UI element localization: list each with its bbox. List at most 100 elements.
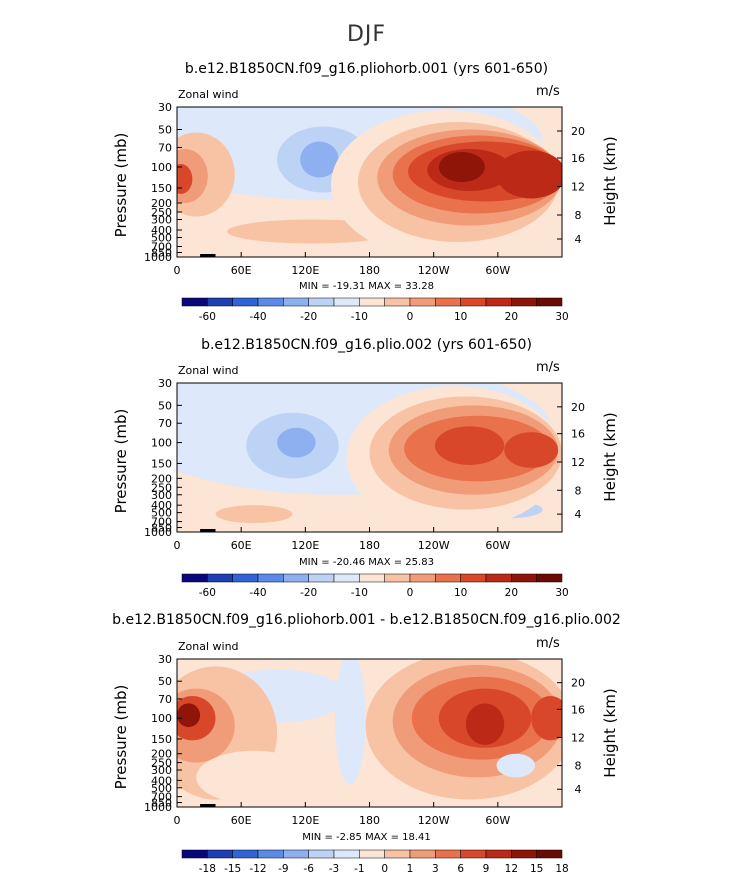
colorbar-swatch — [232, 573, 259, 583]
contour-region — [300, 141, 339, 178]
y2-tick-label: 12 — [571, 181, 585, 194]
colorbar-label: 30 — [555, 587, 568, 599]
colorbar-swatch — [207, 297, 233, 307]
panel-1-colorbar: -60 -40 -20 -10 0 10 20 30 — [181, 297, 569, 323]
y-tick-label: 200 — [151, 472, 172, 485]
terrain-mask — [200, 254, 216, 257]
colorbar-swatch — [435, 573, 461, 583]
x-tick-label: 180 — [359, 539, 380, 552]
colorbar-swatch — [232, 297, 259, 307]
y-tick-label: 200 — [151, 197, 172, 210]
x-tick-label: 60W — [485, 539, 510, 552]
contour-region — [196, 750, 312, 805]
colorbar-label: 18 — [555, 863, 568, 875]
colorbar-label: -1 — [354, 863, 364, 875]
x-tick-label: 120E — [291, 264, 319, 277]
colorbar-swatch — [384, 297, 411, 307]
y2-tick-label: 8 — [575, 209, 582, 222]
y-tick-label: 700 — [151, 791, 172, 804]
y2-tick-label: 4 — [575, 508, 582, 521]
panel-2-stats: MIN = -20.46 MAX = 25.83 — [299, 557, 434, 568]
panel-1-title: b.e12.B1850CN.f09_g16.pliohorb.001 (yrs … — [184, 61, 549, 77]
panel-3-stats: MIN = -2.85 MAX = 18.41 — [302, 832, 431, 843]
y-tick-label: 250 — [151, 757, 172, 770]
y2-tick-label: 16 — [571, 152, 585, 165]
panel-2-field — [177, 383, 562, 532]
terrain-mask — [200, 804, 216, 807]
x-tick-label: 0 — [174, 814, 181, 827]
x-tick-label: 180 — [359, 264, 380, 277]
panel-1-left-label: Zonal wind — [178, 88, 239, 101]
y-tick-label: 850 — [151, 247, 172, 260]
colorbar-swatch — [485, 573, 512, 583]
colorbar-swatch — [207, 573, 233, 583]
y2-tick-label: 4 — [575, 783, 582, 796]
colorbar-swatch — [460, 297, 487, 307]
colorbar-swatch — [435, 297, 461, 307]
colorbar-swatch — [283, 297, 309, 307]
y-tick-label: 300 — [151, 489, 172, 502]
y-tick-label: 50 — [158, 399, 172, 412]
y-tick-label: 400 — [151, 774, 172, 787]
colorbar-label: -40 — [249, 311, 266, 323]
colorbar-label: 0 — [407, 587, 414, 599]
y-tick-label: 30 — [158, 653, 172, 666]
colorbar-swatch — [485, 849, 512, 859]
y-tick-label: 1000 — [144, 251, 172, 264]
panel-2-units: m/s — [536, 360, 560, 375]
colorbar-swatch — [485, 297, 512, 307]
colorbar-label: -20 — [300, 587, 317, 599]
colorbar-swatch — [409, 297, 436, 307]
x-tick-label: 120W — [418, 264, 450, 277]
terrain-mask — [200, 529, 216, 532]
panel-3-left-label: Zonal wind — [178, 640, 239, 653]
x-tick-label: 60W — [485, 264, 510, 277]
y-tick-label: 500 — [151, 232, 172, 245]
panel-1-units: m/s — [536, 84, 560, 99]
y-tick-label: 200 — [151, 748, 172, 761]
y-tick-label: 1000 — [144, 526, 172, 539]
y-tick-label: 100 — [151, 161, 172, 174]
colorbar-label: -20 — [300, 311, 317, 323]
x-tick-label: 120W — [418, 814, 450, 827]
y-tick-label: 300 — [151, 764, 172, 777]
x-tick-label: 120W — [418, 539, 450, 552]
colorbar-label: -15 — [224, 863, 241, 875]
colorbar-swatch — [536, 297, 563, 307]
contour-region — [177, 703, 201, 728]
y-tick-label: 70 — [158, 417, 172, 430]
panel-1-field — [177, 107, 562, 257]
colorbar-label: -6 — [303, 863, 314, 875]
colorbar-swatch — [181, 849, 208, 859]
colorbar-swatch — [283, 573, 309, 583]
y-tick-label: 300 — [151, 214, 172, 227]
y-tick-label: 700 — [151, 516, 172, 529]
y-tick-label: 850 — [151, 797, 172, 810]
colorbar-label: 0 — [381, 863, 388, 875]
figure-title: DJF — [346, 22, 387, 47]
panel-3-title: b.e12.B1850CN.f09_g16.pliohorb.001 - b.e… — [112, 612, 621, 628]
colorbar-label: -10 — [351, 311, 368, 323]
colorbar-label: -60 — [199, 311, 216, 323]
y2-tick-label: 12 — [571, 731, 585, 744]
colorbar-label: -60 — [199, 587, 216, 599]
y-tick-label: 70 — [158, 142, 172, 155]
colorbar-swatch — [511, 297, 537, 307]
y-tick-label: 30 — [158, 101, 172, 114]
y-tick-label: 30 — [158, 377, 172, 390]
y-tick-label: 150 — [151, 733, 172, 746]
colorbar-label: -40 — [249, 587, 266, 599]
contour-region — [177, 164, 193, 194]
x-tick-label: 60E — [231, 264, 252, 277]
y-tick-label: 500 — [151, 507, 172, 520]
colorbar-label: 9 — [483, 863, 490, 875]
contour-region — [496, 753, 536, 778]
contour-region — [277, 427, 316, 458]
x-tick-label: 60E — [231, 539, 252, 552]
colorbar-label: -12 — [249, 863, 266, 875]
y-tick-label: 100 — [151, 712, 172, 725]
